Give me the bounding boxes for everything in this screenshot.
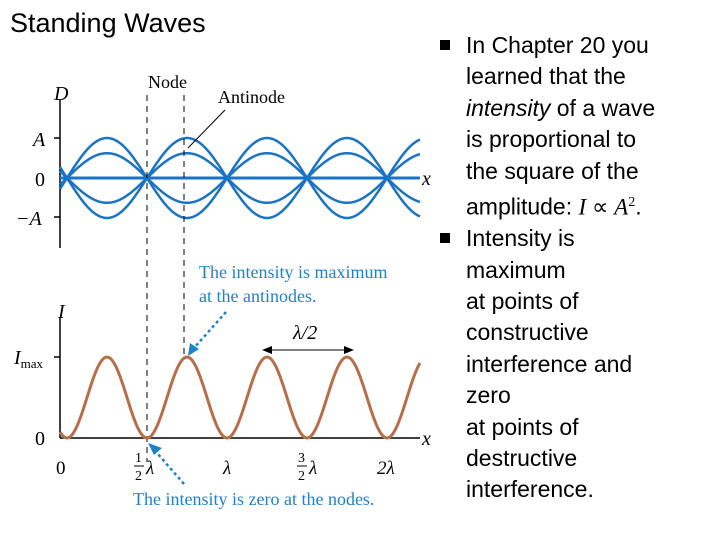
x-tick-half-lambda: 1 2 λ [134,451,154,484]
x-tick-three-half-sym: λ [308,458,317,479]
tick-0-label: 0 [35,169,45,191]
bullet-square-icon [440,40,450,50]
bullet-2-line-9: interference. [466,476,594,503]
x-tick-lambda: λ [222,458,231,479]
bullet-1-line-3: intensity of a wave [466,93,720,124]
x-tick-zero: 0 [56,458,66,479]
amplitude-text: amplitude: [466,193,579,220]
math-I: I [578,194,587,220]
bullet-1-line-5: the square of the [466,157,639,184]
bullet-list: In Chapter 20 you learned that the inten… [440,30,720,506]
math-proportional: ∝ [586,194,615,220]
bullet-1-line-1: In Chapter 20 you [466,32,649,58]
bullet-2-line-6: zero [466,382,511,409]
slide-title: Standing Waves [10,8,206,38]
standing-wave-snapshot-2 [59,151,421,205]
bullet-1-line-6: amplitude: I ∝ A2. [466,187,720,223]
imax-label-main: I [13,347,22,369]
top-x-axis-label: x [421,168,431,190]
callout-max-arrowhead [188,343,199,356]
bullet-2-line-7: at points of [466,413,579,440]
imax-label-sub: max [21,356,44,371]
wavelength-arrow-right-head [344,346,354,354]
tick-neg-A-label: −A [16,208,42,230]
bullet-2-line-8: destructive [466,444,578,471]
intensity-curve-path [58,355,422,440]
intensity-italic-word: intensity [466,94,551,121]
wavelength-arrow-left-head [262,346,272,354]
callout-max-line1: The intensity is maximum [199,262,387,282]
x-tick-three-half-num: 3 [298,451,305,466]
standing-wave-figure: D A 0 −A x Node Antinode The intensity i… [13,72,431,509]
x-tick-three-half-lambda: 3 2 λ [297,451,317,484]
x-tick-three-half-den: 2 [298,469,305,484]
standing-wave-snapshot-3 [59,151,421,205]
wavelength-label: λ/2 [292,322,317,344]
x-tick-two-lambda: 2λ [377,458,395,479]
bullet-2-line-1: Intensity is [466,225,575,252]
standing-wave-snapshot-4 [58,136,421,220]
bullet-1-line-4: is proportional to [466,126,637,153]
bullet-1-line-3-rest: of a wave [550,94,656,121]
math-exponent: 2 [628,195,636,211]
antinode-label: Antinode [218,87,285,107]
x-tick-half-sym: λ [145,458,154,479]
node-label: Node [148,72,187,92]
callout-zero-arrow [156,452,185,485]
bullet-2-line-4: constructive [466,319,589,346]
standing-wave-snapshot-1 [58,136,421,220]
standing-wave-curves [58,136,421,220]
bottom-y-axis-label: I [57,301,66,323]
antinode-pointer [187,109,226,149]
callout-max-arrow [193,311,227,349]
tick-A-label: A [31,129,46,151]
bottom-tick-0-label: 0 [35,428,45,450]
imax-label: Imax [13,347,44,371]
bullet-1-line-2: learned that the [466,63,626,90]
x-tick-half-den: 2 [135,469,142,484]
bullet-item-intensity-definition: In Chapter 20 you learned that the inten… [440,30,720,223]
math-period: . [635,193,642,220]
top-y-axis-label: D [53,83,69,105]
callout-zero-text: The intensity is zero at the nodes. [133,489,374,509]
bullet-item-intensity-max-zero: Intensity is maximum at points of constr… [440,223,720,506]
math-A: A [614,194,629,220]
bullet-2-line-2: maximum [466,256,566,283]
callout-zero-arrowhead [148,443,162,455]
callout-max-line2: at the antinodes. [199,286,316,306]
bullet-2-line-3: at points of [466,287,579,314]
bullet-square-icon [440,233,450,244]
intensity-curve [58,355,422,440]
bottom-x-axis-label: x [421,428,431,450]
bullet-2-line-5: interference and [466,350,633,377]
x-tick-half-num: 1 [135,451,142,466]
